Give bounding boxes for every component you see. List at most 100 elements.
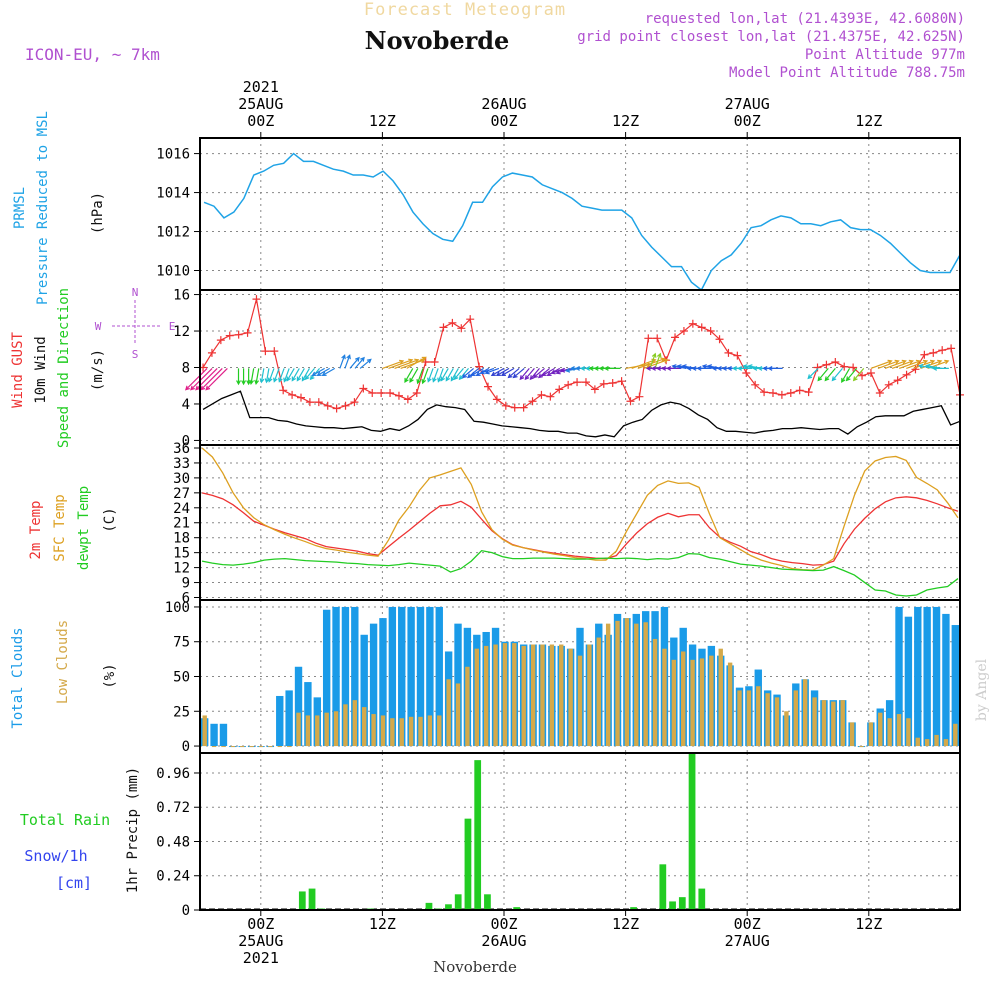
y-tick-label: 21 xyxy=(173,516,190,532)
low-cloud-bar xyxy=(540,644,545,747)
gust-marker xyxy=(688,319,697,328)
low-cloud-bar xyxy=(690,659,695,747)
gust-marker xyxy=(243,328,252,337)
wind-arrow xyxy=(304,368,315,381)
gust-marker xyxy=(564,380,573,389)
point-altitude: Point Altitude 977m xyxy=(805,47,965,63)
top-time-label: 00Z xyxy=(247,112,274,130)
low-cloud-bar xyxy=(474,648,479,747)
gust-marker xyxy=(403,395,412,404)
gust-marker xyxy=(706,327,715,336)
y-tick-label: 50 xyxy=(173,670,190,686)
gust-marker xyxy=(599,379,608,388)
gust-marker xyxy=(840,362,849,371)
top-time-label: 27AUG xyxy=(725,95,770,113)
low-cloud-bar xyxy=(437,715,442,747)
y-tick-label: 6 xyxy=(182,591,190,607)
snow-legend: Snow/1h xyxy=(24,847,87,865)
y-tick-label: 8 xyxy=(182,361,190,377)
rain-bar xyxy=(659,864,667,910)
gust-marker xyxy=(635,392,644,401)
total-cloud-bar xyxy=(426,606,434,747)
low-cloud-bar xyxy=(605,623,611,747)
pressure-line xyxy=(203,152,961,292)
low-cloud-bar xyxy=(352,700,358,747)
wind-arrow xyxy=(344,354,351,369)
low-cloud-bar xyxy=(343,704,348,747)
total-cloud-bar xyxy=(322,609,331,747)
wind-arrow xyxy=(200,367,223,391)
wind-arrow xyxy=(409,368,419,384)
gust-marker xyxy=(457,324,466,333)
gridpoint-coords: grid point closest lon,lat (21.4375E, 42… xyxy=(577,29,965,45)
gust-marker xyxy=(475,362,484,371)
pressure-label-2: Pressure Reduced to MSL xyxy=(35,111,51,305)
low-cloud-bar xyxy=(765,693,770,747)
wind-arrow xyxy=(490,367,505,377)
low-cloud-bar xyxy=(849,722,855,747)
y-tick-label: 4 xyxy=(182,397,190,413)
rain-bar xyxy=(308,888,316,910)
gust-marker xyxy=(323,401,332,410)
gust-marker xyxy=(715,335,724,344)
low-cloud-bar xyxy=(286,746,292,748)
low-cloud-bar xyxy=(709,655,714,747)
gust-marker xyxy=(234,330,243,339)
wind-arrow xyxy=(877,359,900,369)
gust-marker xyxy=(297,393,305,402)
low-cloud-bar xyxy=(230,746,236,748)
gust-marker xyxy=(252,295,261,304)
rain-bar xyxy=(464,818,472,910)
wind-arrow xyxy=(913,359,936,369)
wind-arrow xyxy=(817,368,829,382)
wind-arrow xyxy=(354,356,365,369)
wind-arrow xyxy=(541,367,555,377)
gust-marker xyxy=(724,348,733,357)
low-cloud-bar xyxy=(821,700,827,747)
wind-arrow xyxy=(301,368,310,382)
wind-arrow xyxy=(891,359,914,369)
low-cloud-bar xyxy=(559,644,564,747)
gust-marker xyxy=(573,378,582,387)
gust-marker xyxy=(644,334,653,343)
gust-marker xyxy=(546,392,555,401)
gust-marker xyxy=(822,360,831,369)
clouds-panel: Total Clouds Low Clouds (%) 0 25 50 75 100 xyxy=(10,600,960,755)
total-clouds-label: Total Clouds xyxy=(10,627,26,728)
wind-arrow xyxy=(767,365,783,371)
compass-south: S xyxy=(132,348,139,361)
low-cloud-bar xyxy=(812,697,817,747)
wind-arrow xyxy=(311,367,325,377)
y-tick-label: 100 xyxy=(165,600,190,616)
sfc-temp-label: SFC Temp xyxy=(52,494,68,561)
top-time-label: 00Z xyxy=(734,112,761,130)
sfc-temp-line xyxy=(201,447,959,571)
wind-arrow xyxy=(870,359,893,369)
low-cloud-bar xyxy=(887,718,892,747)
low-cloud-bar xyxy=(596,637,601,747)
y-tick-label: 25 xyxy=(173,704,190,720)
gust-marker xyxy=(430,358,439,367)
wind-arrow xyxy=(898,359,922,369)
wind-dir-label: Speed and Direction xyxy=(56,288,72,448)
wind-arrow xyxy=(831,368,843,382)
rain-bar xyxy=(298,891,306,910)
wind-arrow xyxy=(461,367,474,379)
gust-marker xyxy=(581,378,590,387)
total-cloud-bar xyxy=(210,723,218,747)
total-cloud-bar xyxy=(923,606,931,747)
top-time-label: 00Z xyxy=(490,112,517,130)
top-time-label: 26AUG xyxy=(481,95,526,113)
low-cloud-bar xyxy=(530,644,536,747)
precip-ylabel: 1hr Precip (mm) xyxy=(125,767,141,893)
low-cloud-bar xyxy=(784,711,789,747)
total-cloud-bar xyxy=(904,616,913,747)
gust-marker xyxy=(849,363,858,372)
low-cloud-bar xyxy=(878,712,883,747)
y-tick-label: 1016 xyxy=(156,147,190,163)
wind-arrow xyxy=(416,368,424,385)
wind-arrow xyxy=(696,365,712,371)
low-cloud-bar xyxy=(624,618,630,747)
gust-marker xyxy=(929,348,938,357)
